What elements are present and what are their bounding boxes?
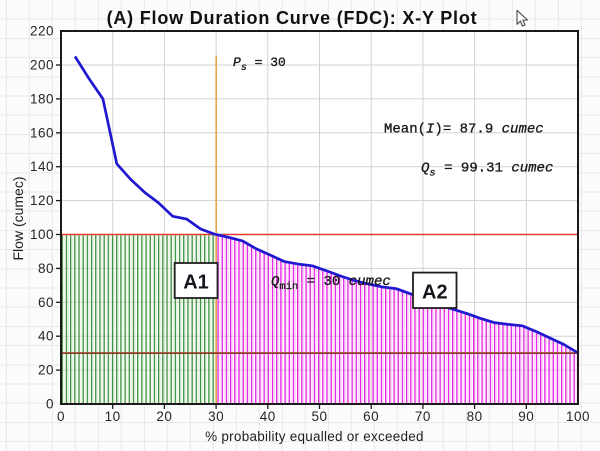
svg-text:Qs = 99.31 cumec: Qs = 99.31 cumec — [421, 161, 553, 180]
svg-text:100: 100 — [30, 227, 54, 242]
svg-text:140: 140 — [30, 159, 54, 174]
svg-text:180: 180 — [30, 91, 54, 106]
svg-text:Qmin = 30 cumec: Qmin = 30 cumec — [271, 274, 391, 293]
svg-text:60: 60 — [363, 409, 379, 424]
svg-text:0: 0 — [57, 409, 65, 424]
svg-text:(A) Flow Duration Curve (FDC):: (A) Flow Duration Curve (FDC): X-Y Plot — [107, 8, 478, 28]
svg-text:80: 80 — [38, 261, 54, 276]
svg-text:120: 120 — [30, 193, 54, 208]
svg-text:20: 20 — [156, 409, 172, 424]
svg-text:A1: A1 — [183, 272, 209, 294]
svg-text:90: 90 — [518, 409, 534, 424]
svg-text:200: 200 — [30, 58, 54, 73]
svg-text:160: 160 — [30, 125, 54, 140]
svg-text:40: 40 — [260, 409, 276, 424]
svg-text:50: 50 — [311, 409, 327, 424]
svg-text:20: 20 — [38, 363, 54, 378]
svg-text:% probability equalled or exce: % probability equalled or exceeded — [205, 429, 424, 444]
svg-text:40: 40 — [38, 329, 54, 344]
svg-text:0: 0 — [46, 397, 54, 412]
svg-text:10: 10 — [105, 409, 121, 424]
svg-text:A2: A2 — [422, 282, 448, 304]
svg-text:80: 80 — [467, 409, 483, 424]
svg-text:220: 220 — [30, 24, 54, 39]
svg-text:30: 30 — [208, 409, 224, 424]
svg-text:Ps = 30: Ps = 30 — [233, 55, 286, 74]
svg-text:70: 70 — [415, 409, 431, 424]
svg-text:100: 100 — [566, 409, 590, 424]
svg-text:Mean(I)= 87.9 cumec: Mean(I)= 87.9 cumec — [384, 122, 544, 138]
svg-text:Flow (cumec): Flow (cumec) — [10, 176, 26, 260]
svg-text:60: 60 — [38, 295, 54, 310]
